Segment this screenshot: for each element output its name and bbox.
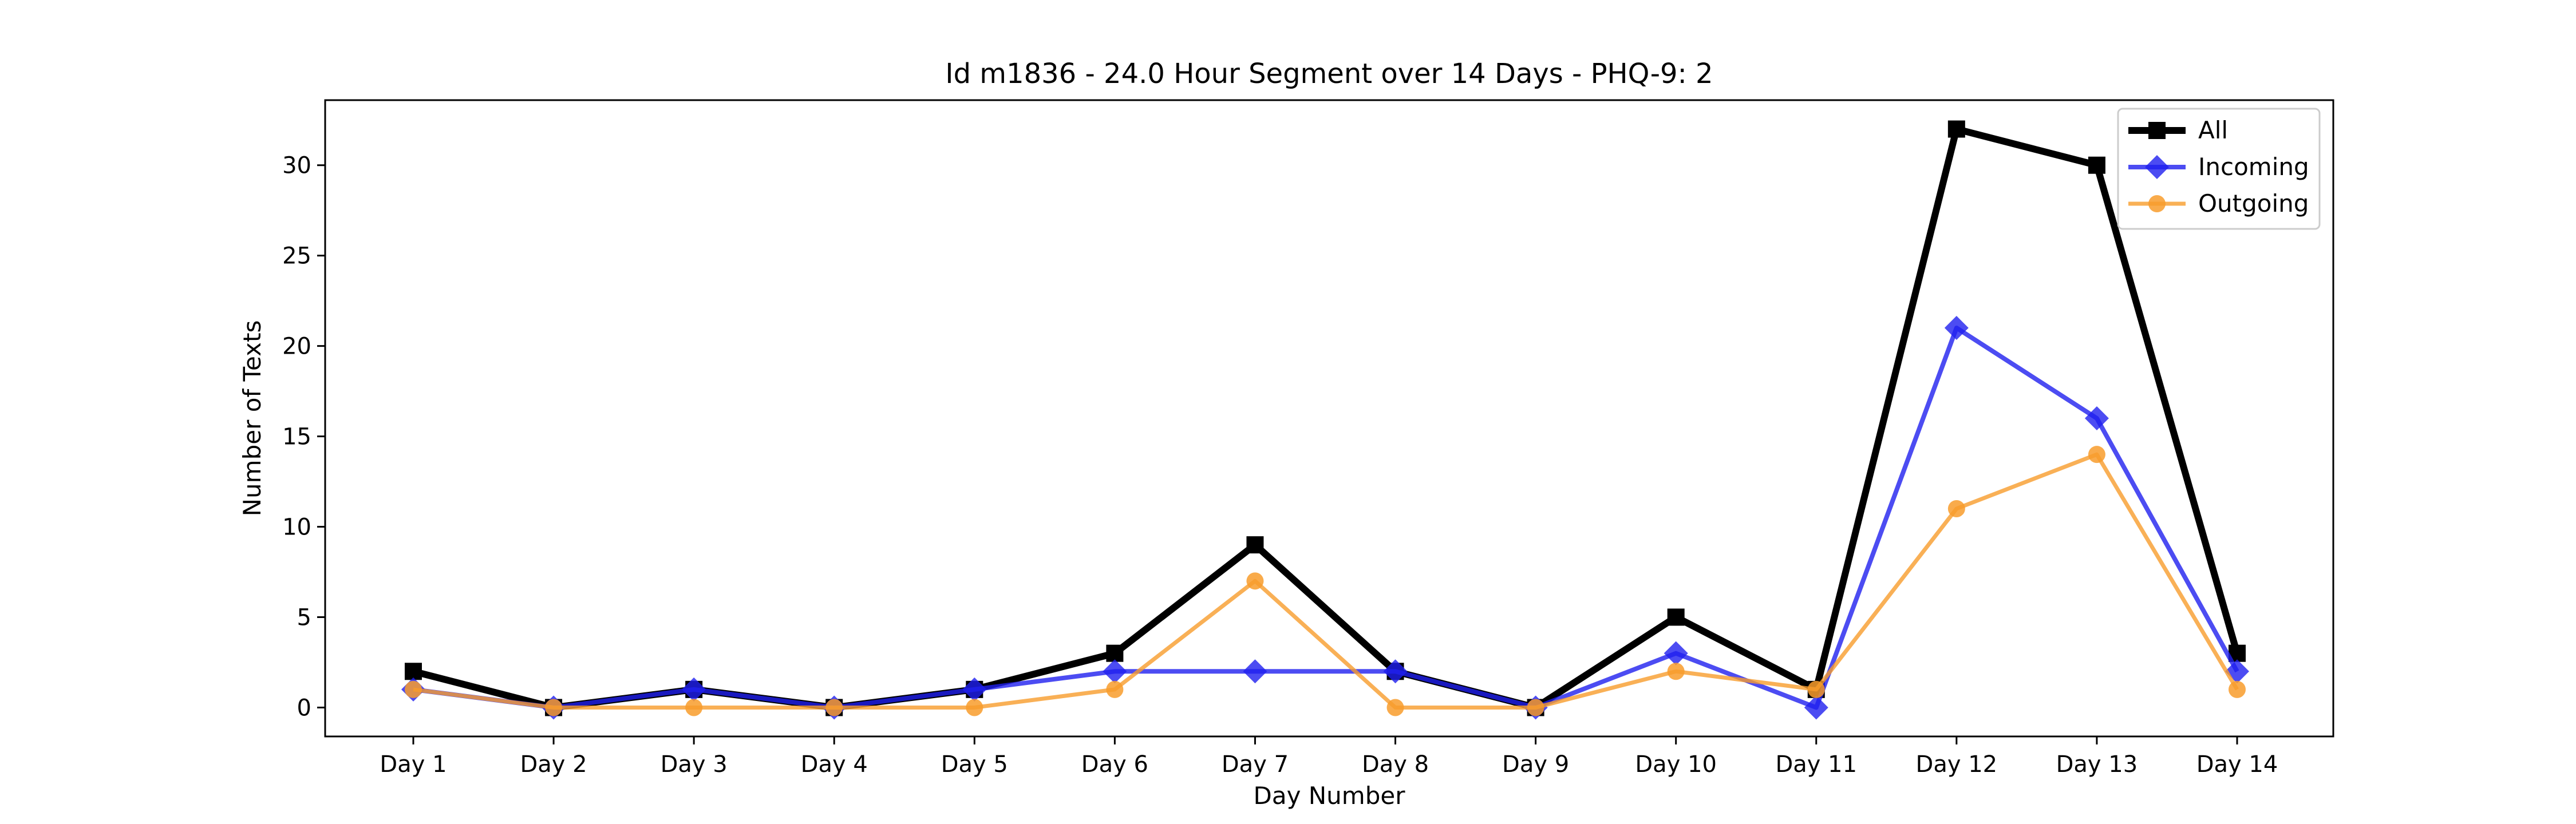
x-tick-label: Day 11	[1775, 751, 1857, 778]
y-tick-label: 30	[282, 153, 311, 179]
data-point-incoming	[962, 677, 987, 702]
data-point-outgoing	[1106, 680, 1124, 698]
data-point-all	[1106, 644, 1124, 662]
legend-label: Outgoing	[2198, 189, 2309, 217]
data-point-incoming	[1243, 659, 1267, 684]
y-tick-label: 0	[297, 695, 311, 721]
x-tick-label: Day 10	[1635, 751, 1717, 778]
x-tick-label: Day 2	[520, 751, 587, 778]
y-axis-label: Number of Texts	[238, 320, 266, 517]
legend: All Incoming Outgoing	[2117, 108, 2321, 230]
y-tick-label: 20	[282, 334, 311, 360]
data-point-all	[1947, 120, 1965, 138]
y-axis: 0 5 10 15 20 25 30	[282, 153, 325, 721]
data-point-incoming	[1103, 659, 1127, 684]
series-outgoing	[405, 446, 2246, 716]
data-point-incoming	[1944, 316, 1969, 340]
data-point-outgoing	[545, 699, 563, 716]
series-line-incoming	[413, 326, 2239, 710]
x-tick-label: Day 5	[941, 751, 1008, 778]
data-point-incoming	[682, 677, 706, 702]
series-incoming	[401, 316, 2249, 720]
series-line-all	[412, 125, 2241, 711]
x-axis-label: Day Number	[1253, 782, 1405, 810]
series-layer	[401, 120, 2249, 720]
data-point-incoming	[2225, 659, 2249, 684]
data-point-all	[405, 663, 422, 680]
data-point-outgoing	[1246, 572, 1264, 590]
data-point-outgoing	[1386, 699, 1404, 716]
y-tick-label: 10	[282, 514, 311, 541]
chart-title: Id m1836 - 24.0 Hour Segment over 14 Day…	[945, 58, 1713, 90]
data-point-outgoing	[966, 699, 983, 716]
data-point-all	[1246, 536, 1264, 554]
data-point-outgoing	[1947, 500, 1965, 517]
data-point-incoming	[2084, 406, 2109, 430]
legend-label: All	[2198, 116, 2228, 144]
data-point-all	[2088, 156, 2105, 174]
legend-entry-incoming: Incoming	[2128, 153, 2309, 181]
y-tick-label: 15	[282, 424, 311, 450]
x-tick-label: Day 4	[801, 751, 868, 778]
legend-marker	[2145, 155, 2169, 179]
data-point-outgoing	[685, 699, 703, 716]
data-point-outgoing	[2088, 446, 2105, 464]
y-tick-label: 25	[282, 243, 311, 270]
legend-box	[2117, 108, 2321, 230]
legend-label: Incoming	[2198, 153, 2309, 181]
y-tick-label: 5	[297, 605, 311, 631]
x-tick-label: Day 12	[1916, 751, 1998, 778]
plot-area	[324, 99, 2334, 738]
data-point-outgoing	[405, 680, 422, 698]
series-line-outgoing	[413, 452, 2239, 710]
data-point-outgoing	[1667, 663, 1685, 680]
data-point-incoming	[1383, 659, 1408, 684]
data-point-outgoing	[2229, 680, 2246, 698]
x-tick-label: Day 3	[661, 751, 728, 778]
x-tick-label: Day 6	[1081, 751, 1148, 778]
legend-entry-all: All	[2128, 116, 2228, 144]
data-point-outgoing	[1807, 680, 1825, 698]
data-point-all	[1667, 608, 1685, 626]
x-axis: Day 1 Day 2 Day 3 Day 4 Day 5 Day 6 Day 7 Day 8…	[380, 736, 2278, 778]
x-tick-label: Day 7	[1222, 751, 1289, 778]
legend-marker	[2148, 122, 2166, 139]
x-tick-label: Day 1	[380, 751, 447, 778]
x-tick-label: Day 14	[2196, 751, 2278, 778]
data-point-outgoing	[1527, 699, 1544, 716]
x-tick-label: Day 13	[2056, 751, 2138, 778]
legend-marker	[2148, 195, 2166, 212]
x-tick-label: Day 9	[1502, 751, 1569, 778]
legend-entry-outgoing: Outgoing	[2128, 189, 2309, 217]
series-all	[405, 120, 2246, 716]
x-tick-label: Day 8	[1362, 751, 1429, 778]
data-point-incoming	[1664, 641, 1688, 665]
data-point-incoming	[1804, 695, 1828, 720]
data-point-outgoing	[825, 699, 843, 716]
